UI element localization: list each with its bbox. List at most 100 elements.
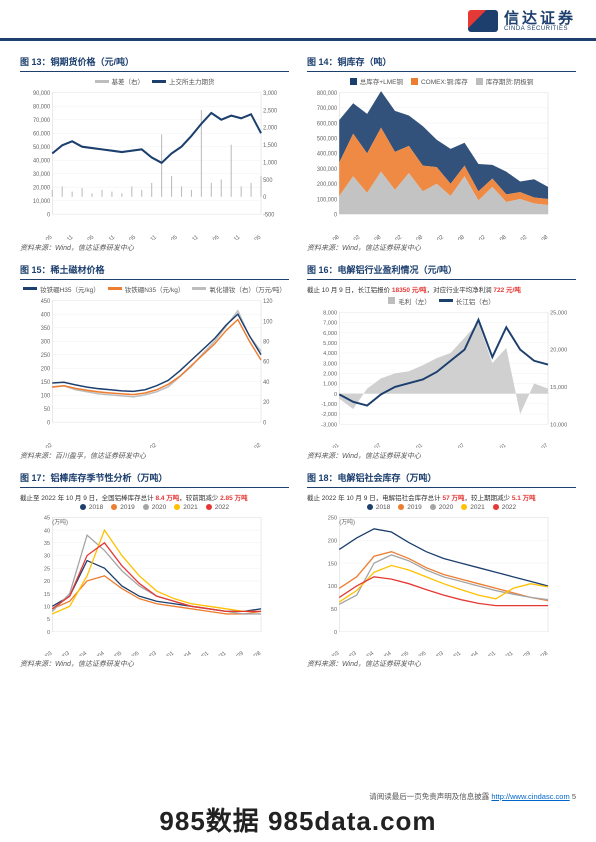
svg-text:100: 100 [328,584,337,590]
svg-text:09/04: 09/04 [465,650,480,655]
svg-text:2020-01: 2020-01 [321,443,341,448]
svg-text:250: 250 [41,353,51,359]
svg-text:2018-02: 2018-02 [384,234,403,240]
svg-text:2020-07: 2020-07 [363,443,383,448]
chart-source: 资料来源：Wind，信达证券研发中心 [307,451,576,461]
svg-text:3,000: 3,000 [323,361,337,367]
svg-text:20: 20 [44,579,50,585]
legend-item: 2022 [493,504,516,511]
panel-title: 图 15：稀土磁材价格 [20,263,289,280]
legend-item: 基差（右） [95,76,145,86]
svg-text:-2,000: -2,000 [321,412,337,418]
svg-text:09/04: 09/04 [178,650,193,655]
legend-item: 2019 [111,504,134,511]
legend-item: 总库存+LME铜 [350,76,403,86]
svg-text:10/31: 10/31 [500,650,515,655]
svg-text:07/03: 07/03 [430,650,445,655]
svg-text:600,000: 600,000 [317,121,338,127]
svg-text:0: 0 [47,212,51,218]
svg-text:15: 15 [44,592,50,598]
chart-area: 010,00020,00030,00040,00050,00060,00070,… [20,88,289,240]
svg-text:500,000: 500,000 [317,136,338,142]
svg-text:11/29: 11/29 [518,650,532,655]
panel-title: 图 17：铝棒库存季节性分析（万吨） [20,471,289,488]
svg-text:4,000: 4,000 [323,351,337,357]
svg-text:20,000: 20,000 [550,348,567,354]
svg-text:400,000: 400,000 [317,152,338,158]
chart-panel: 图 13：铜期货价格（元/吨）基差（右）上交所主力期货010,00020,000… [20,55,289,253]
svg-text:03/04: 03/04 [361,650,376,655]
legend-item: 2019 [398,504,421,511]
chart-area: 05010015020025001/0302/0303/0404/0405/05… [307,513,576,656]
chart-source: 资料来源：Wind，信达证券研发中心 [20,659,289,669]
footer-text: 请阅读最后一页免责声明及信息披露 [369,792,491,801]
svg-text:2021-01: 2021-01 [405,443,425,448]
svg-text:80: 80 [263,339,270,345]
svg-text:2,000: 2,000 [263,126,278,132]
legend-item: COMEX:铜:库存 [411,76,468,86]
svg-text:350: 350 [41,326,51,332]
logo-mark-icon [468,10,498,32]
legend-item: 钕铁硼N35（元/kg） [108,284,185,294]
chart-panel: 图 15：稀土磁材价格钕铁硼H35（元/kg）钕铁硼N35（元/kg）氧化镨钕（… [20,263,289,461]
svg-text:2021-08: 2021-08 [530,234,549,240]
legend-item: 2021 [174,504,197,511]
footer-link[interactable]: http://www.cindasc.com [491,792,569,801]
svg-text:2020-02: 2020-02 [467,234,486,240]
chart-area: 0100,000200,000300,000400,000500,000600,… [307,88,576,240]
svg-text:25,000: 25,000 [550,310,567,316]
svg-text:50: 50 [44,407,51,413]
svg-text:(万吨): (万吨) [339,518,355,526]
chart-panel: 图 18：电解铝社会库存（万吨）截止 2022 年 10 月 9 日，电解铝社会… [307,471,576,669]
legend-item: 毛利（左） [388,296,431,306]
svg-text:05/05: 05/05 [109,650,124,655]
svg-text:2022-05: 2022-05 [243,234,262,240]
svg-text:-3,000: -3,000 [321,422,337,428]
svg-text:0: 0 [334,630,337,636]
svg-text:2018-08: 2018-08 [405,234,424,240]
panel-note: 截止至 2022 年 10 月 9 日，全国铝棒库存总计 8.4 万吨，较前期减… [20,492,289,502]
svg-text:0: 0 [47,420,51,426]
svg-text:2019-11: 2019-11 [139,234,158,240]
chart-legend: 基差（右）上交所主力期货 [20,76,289,86]
svg-text:500: 500 [263,178,273,184]
svg-text:2021-07: 2021-07 [446,443,466,448]
legend-item: 2018 [80,504,103,511]
svg-text:6,000: 6,000 [323,331,337,337]
svg-text:2017-02: 2017-02 [342,234,361,240]
legend-item: 2020 [430,504,453,511]
svg-text:2018-11: 2018-11 [97,234,116,240]
svg-text:08/01: 08/01 [161,650,176,655]
watermark: 985数据 985data.com [0,801,596,838]
svg-text:80,000: 80,000 [33,104,51,110]
svg-text:12/28: 12/28 [535,650,550,655]
chart-area: 0501001502002503003504004500204060801001… [20,296,289,448]
chart-legend: 毛利（左）长江铝（右） [307,296,576,306]
svg-text:8,000: 8,000 [323,310,337,316]
svg-text:200: 200 [328,538,337,544]
svg-text:35: 35 [44,541,50,547]
chart-legend: 总库存+LME铜COMEX:铜:库存库存期货:阴极铜 [307,76,576,86]
svg-text:150: 150 [41,380,51,386]
panel-title: 图 14：铜库存（吨） [307,55,576,72]
svg-text:04/04: 04/04 [91,650,106,655]
panel-note: 截止 10 月 9 日，长江铝报价 18350 元/吨，对应行业平均净利润 72… [307,284,576,294]
svg-text:45: 45 [44,515,50,521]
svg-text:40,000: 40,000 [33,158,51,164]
logo-cn: 信达证券 [504,11,576,26]
svg-text:2018-01-02: 2018-01-02 [28,442,54,448]
panel-note: 截止 2022 年 10 月 9 日，电解铝社会库存总计 57 万吨，较上期期减… [307,492,576,502]
svg-text:120: 120 [263,299,273,305]
svg-text:06/05: 06/05 [126,650,141,655]
svg-text:90,000: 90,000 [33,91,51,97]
svg-text:400: 400 [41,312,51,318]
svg-text:2,000: 2,000 [323,371,337,377]
chart-grid: 图 13：铜期货价格（元/吨）基差（右）上交所主力期货010,00020,000… [0,41,596,673]
chart-panel: 图 17：铝棒库存季节性分析（万吨） 截止至 2022 年 10 月 9 日，全国… [20,471,289,669]
chart-panel: 图 16：电解铝行业盈利情况（元/吨）截止 10 月 9 日，长江铝报价 183… [307,263,576,461]
chart-panel: 图 14：铜库存（吨）总库存+LME铜COMEX:铜:库存库存期货:阴极铜010… [307,55,576,253]
svg-text:2019-05: 2019-05 [118,234,137,240]
svg-text:30: 30 [44,553,50,559]
svg-text:2018-05: 2018-05 [76,234,95,240]
svg-text:1,500: 1,500 [263,143,278,149]
